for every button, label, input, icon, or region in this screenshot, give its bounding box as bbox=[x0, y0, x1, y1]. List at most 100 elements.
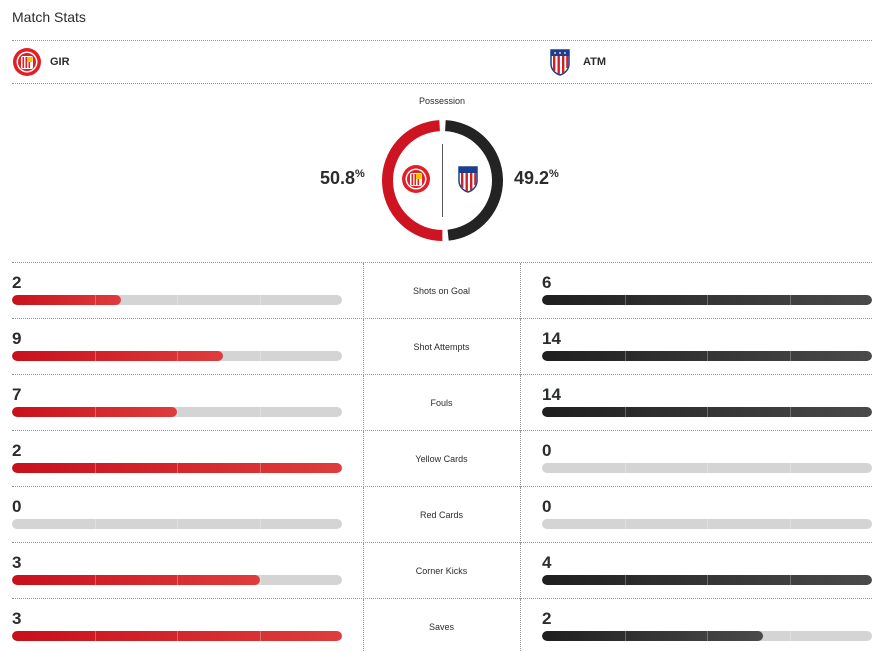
home-stat-bar bbox=[12, 351, 342, 361]
bar-tick bbox=[624, 519, 626, 529]
stat-label: Saves bbox=[428, 622, 454, 632]
column-divider bbox=[363, 263, 364, 319]
bar-tick bbox=[707, 575, 708, 585]
home-stat-bar bbox=[12, 519, 342, 529]
away-stat-bar bbox=[542, 575, 872, 585]
bar-tick bbox=[94, 295, 96, 305]
column-divider bbox=[363, 319, 364, 375]
divider bbox=[12, 262, 872, 263]
away-stat-bar bbox=[542, 295, 872, 305]
bar-tick bbox=[624, 463, 626, 473]
home-possession-value: 50.8% bbox=[320, 168, 365, 188]
stat-row: 3 Corner Kicks 4 bbox=[12, 543, 872, 599]
away-stat-bar-fill bbox=[542, 575, 872, 585]
bar-tick bbox=[259, 351, 261, 361]
stat-row: 7 Fouls 14 bbox=[12, 375, 872, 431]
atletico-crest-icon bbox=[458, 166, 478, 193]
bar-tick bbox=[624, 351, 626, 361]
home-possession-arc bbox=[382, 120, 443, 241]
away-stat-bar bbox=[542, 351, 872, 361]
bar-tick bbox=[789, 463, 791, 473]
away-stat-value: 14 bbox=[542, 329, 561, 348]
stat-label: Shots on Goal bbox=[412, 286, 471, 296]
column-divider bbox=[363, 599, 364, 652]
bar-tick bbox=[94, 575, 96, 585]
away-team-abbr: ATM bbox=[583, 56, 607, 68]
column-divider bbox=[520, 487, 521, 543]
bar-tick bbox=[707, 351, 708, 361]
column-divider bbox=[520, 263, 521, 319]
home-stat-bar-fill bbox=[12, 351, 224, 361]
bar-tick bbox=[707, 631, 708, 641]
home-stat-bar-fill bbox=[12, 407, 177, 417]
away-stat-value: 14 bbox=[542, 385, 561, 404]
divider bbox=[12, 598, 872, 599]
bar-tick bbox=[177, 407, 178, 417]
column-divider bbox=[520, 375, 521, 431]
away-team[interactable]: ATM bbox=[545, 41, 606, 83]
home-stat-value: 9 bbox=[12, 329, 22, 348]
away-possession-value: 49.2% bbox=[514, 168, 559, 188]
girona-crest-icon bbox=[402, 165, 430, 193]
bar-tick bbox=[177, 519, 178, 529]
column-divider bbox=[363, 375, 364, 431]
away-stat-value: 0 bbox=[542, 441, 552, 460]
girona-crest-icon bbox=[12, 47, 42, 77]
bar-tick bbox=[789, 519, 791, 529]
possession-label: Possession bbox=[418, 96, 466, 106]
away-stat-bar bbox=[542, 463, 872, 473]
away-stat-value: 6 bbox=[542, 273, 552, 292]
away-stat-bar-fill bbox=[542, 407, 872, 417]
home-stat-bar-fill bbox=[12, 631, 342, 641]
stat-row: 2 Shots on Goal 6 bbox=[12, 263, 872, 319]
home-stat-value: 2 bbox=[12, 273, 22, 292]
bar-tick bbox=[789, 407, 791, 417]
divider bbox=[12, 40, 872, 41]
bar-tick bbox=[707, 407, 708, 417]
away-stat-bar bbox=[542, 519, 872, 529]
home-stat-value: 3 bbox=[12, 609, 22, 628]
bar-tick bbox=[789, 575, 791, 585]
possession-donut bbox=[382, 120, 503, 241]
home-stat-bar bbox=[12, 631, 342, 641]
divider bbox=[12, 430, 872, 431]
bar-tick bbox=[259, 407, 261, 417]
atletico-crest-icon bbox=[545, 47, 575, 77]
bar-tick bbox=[177, 295, 178, 305]
page-title: Match Stats bbox=[12, 9, 86, 25]
home-stat-value: 2 bbox=[12, 441, 22, 460]
away-stat-bar bbox=[542, 631, 872, 641]
home-stat-bar-fill bbox=[12, 295, 121, 305]
column-divider bbox=[363, 431, 364, 487]
away-stat-bar-fill bbox=[542, 295, 872, 305]
column-divider bbox=[363, 543, 364, 599]
stat-label: Shot Attempts bbox=[413, 342, 470, 352]
away-possession-arc bbox=[444, 120, 503, 241]
bar-tick bbox=[259, 463, 261, 473]
home-stat-bar-fill bbox=[12, 463, 342, 473]
divider bbox=[12, 542, 872, 543]
bar-tick bbox=[177, 575, 178, 585]
bar-tick bbox=[259, 295, 261, 305]
bar-tick bbox=[259, 631, 261, 641]
away-stat-bar-fill bbox=[542, 351, 872, 361]
bar-tick bbox=[259, 575, 261, 585]
bar-tick bbox=[789, 351, 791, 361]
bar-tick bbox=[624, 407, 626, 417]
away-stat-value: 4 bbox=[542, 553, 552, 572]
home-team[interactable]: GIR bbox=[12, 41, 70, 83]
stat-label: Fouls bbox=[430, 398, 453, 408]
home-team-abbr: GIR bbox=[50, 56, 70, 68]
bar-tick bbox=[789, 295, 791, 305]
column-divider bbox=[520, 543, 521, 599]
stat-row: 9 Shot Attempts 14 bbox=[12, 319, 872, 375]
bar-tick bbox=[94, 407, 96, 417]
bar-tick bbox=[177, 351, 178, 361]
bar-tick bbox=[707, 295, 708, 305]
bar-tick bbox=[624, 295, 626, 305]
away-stat-bar bbox=[542, 407, 872, 417]
home-stat-bar bbox=[12, 575, 342, 585]
stat-row: 2 Yellow Cards 0 bbox=[12, 431, 872, 487]
bar-tick bbox=[177, 631, 178, 641]
home-stat-bar bbox=[12, 407, 342, 417]
